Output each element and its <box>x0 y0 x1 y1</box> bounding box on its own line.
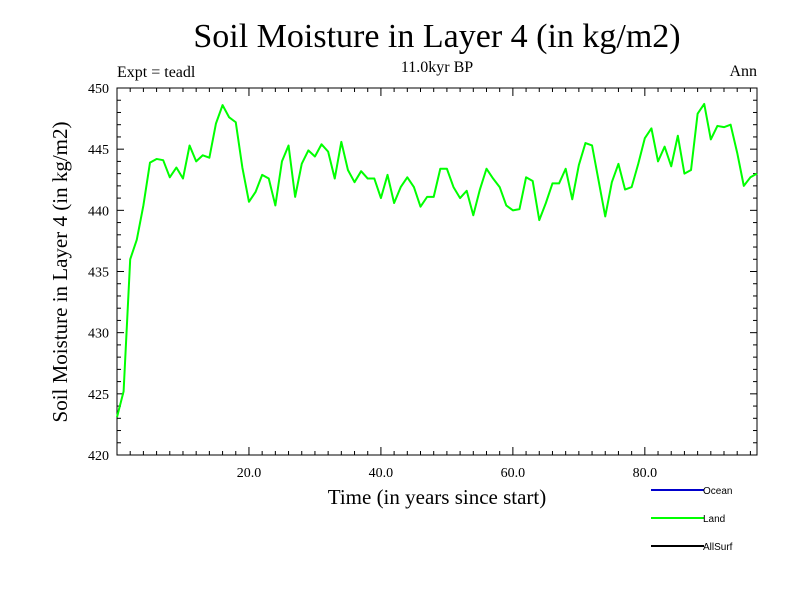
x-tick-label: 40.0 <box>369 466 394 481</box>
y-tick-label: 425 <box>88 388 109 403</box>
y-tick-label: 420 <box>88 449 109 464</box>
series-layer <box>116 102 758 418</box>
y-tick-label: 445 <box>88 143 109 158</box>
legend-label-ocean: Ocean <box>703 486 732 497</box>
x-tick-label: 60.0 <box>501 466 526 481</box>
legend-label-land: Land <box>703 514 725 525</box>
legend-label-allsurf: AllSurf <box>703 542 733 553</box>
chart-title: Soil Moisture in Layer 4 (in kg/m2) <box>193 18 680 55</box>
y-tick-label: 430 <box>88 327 109 342</box>
x-tick-label: 80.0 <box>633 466 658 481</box>
series-line-land <box>116 102 758 418</box>
legend: Ocean Land AllSurf <box>651 486 733 553</box>
y-axis-label: Soil Moisture in Layer 4 (in kg/m2) <box>48 122 72 423</box>
x-axis: 20.0 40.0 60.0 80.0 <box>129 88 751 481</box>
x-axis-label: Time (in years since start) <box>328 485 547 509</box>
experiment-label: Expt = teadl <box>117 64 196 81</box>
x-tick-label: 20.0 <box>237 466 262 481</box>
season-label: Ann <box>729 63 757 80</box>
y-tick-label: 435 <box>88 266 109 281</box>
y-tick-label: 440 <box>88 204 109 219</box>
chart-subtitle: 11.0kyr BP <box>401 59 473 76</box>
y-axis: 420 425 430 435 440 445 450 <box>88 82 757 464</box>
y-tick-label: 450 <box>88 82 109 97</box>
